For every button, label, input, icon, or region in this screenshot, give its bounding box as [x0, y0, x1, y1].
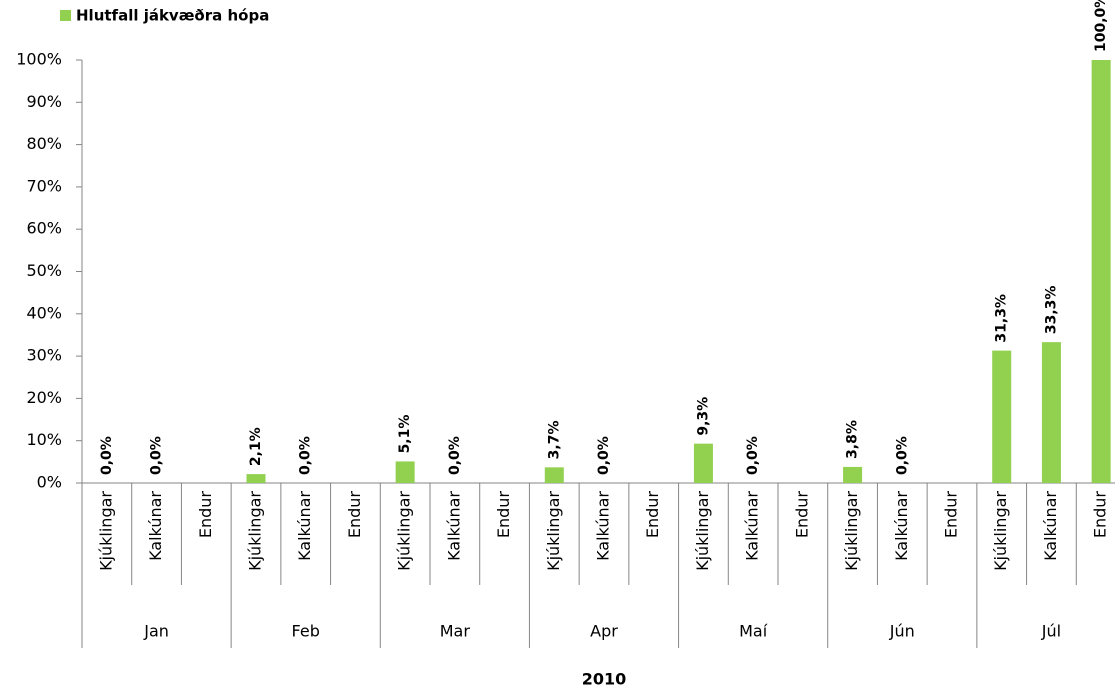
- x-tick-label: Kalkúnar: [295, 491, 314, 561]
- value-label: 3,8%: [845, 420, 861, 459]
- group-label: Maí: [739, 622, 768, 641]
- x-tick-label: Kalkúnar: [1041, 491, 1060, 561]
- y-tick-label: 30%: [26, 346, 62, 365]
- x-tick-label: Kjúklingar: [544, 491, 563, 571]
- value-label: 0,0%: [447, 436, 463, 475]
- x-tick-label: Kjúklingar: [395, 491, 414, 571]
- group-label: Mar: [440, 622, 471, 641]
- bar: [1091, 60, 1111, 483]
- x-tick-label: Kalkúnar: [892, 491, 911, 561]
- value-label: 0,0%: [596, 436, 612, 475]
- x-tick-label: Endur: [643, 491, 662, 539]
- group-label: Jún: [889, 622, 915, 641]
- x-tick-label: Endur: [345, 491, 364, 539]
- x-tick-label: Kalkúnar: [444, 491, 463, 561]
- x-tick-label: Kalkúnar: [594, 491, 613, 561]
- bar: [992, 350, 1012, 483]
- x-tick-label: Kjúklingar: [246, 491, 265, 571]
- x-tick-label: Kjúklingar: [693, 491, 712, 571]
- bar: [693, 443, 713, 483]
- x-tick-label: Endur: [1091, 491, 1110, 539]
- x-tick-label: Kalkúnar: [743, 491, 762, 561]
- bar: [1041, 342, 1061, 483]
- y-tick-label: 90%: [26, 92, 62, 111]
- value-label: 0,0%: [894, 436, 910, 475]
- group-label: Jan: [143, 622, 169, 641]
- value-label: 2,1%: [248, 427, 264, 466]
- value-label: 0,0%: [298, 436, 314, 475]
- x-tick-label: Kjúklingar: [842, 491, 861, 571]
- bar: [843, 466, 863, 483]
- x-tick-label: Kalkúnar: [146, 491, 165, 561]
- value-label: 31,3%: [994, 294, 1010, 343]
- y-tick-label: 100%: [16, 50, 62, 69]
- value-label: 9,3%: [695, 397, 711, 436]
- group-label: Feb: [292, 622, 320, 641]
- y-tick-label: 50%: [26, 261, 62, 280]
- bar: [544, 467, 564, 483]
- bar: [246, 474, 266, 483]
- x-tick-label: Kjúklingar: [96, 491, 115, 571]
- group-label: Júl: [1041, 622, 1061, 641]
- value-label: 33,3%: [1043, 286, 1059, 335]
- legend-swatch: [60, 10, 71, 21]
- value-label: 100,0%: [1093, 0, 1109, 52]
- x-tick-label: Endur: [196, 491, 215, 539]
- y-tick-label: 70%: [26, 176, 62, 195]
- x-tick-label: Endur: [942, 491, 961, 539]
- y-tick-label: 60%: [26, 219, 62, 238]
- x-axis-label: 2010: [582, 670, 627, 689]
- value-label: 5,1%: [397, 415, 413, 454]
- legend-label: Hlutfall jákvæðra hópa: [76, 7, 269, 25]
- bar: [395, 461, 415, 483]
- y-tick-label: 20%: [26, 388, 62, 407]
- group-label: Apr: [590, 622, 618, 641]
- value-label: 3,7%: [546, 421, 562, 460]
- x-tick-label: Kjúklingar: [991, 491, 1010, 571]
- value-label: 0,0%: [745, 436, 761, 475]
- value-label: 0,0%: [149, 436, 165, 475]
- y-tick-label: 0%: [37, 473, 62, 492]
- x-tick-label: Endur: [792, 491, 811, 539]
- y-tick-label: 80%: [26, 134, 62, 153]
- value-label: 0,0%: [99, 436, 115, 475]
- y-tick-label: 40%: [26, 303, 62, 322]
- x-tick-label: Endur: [494, 491, 513, 539]
- y-tick-label: 10%: [26, 430, 62, 449]
